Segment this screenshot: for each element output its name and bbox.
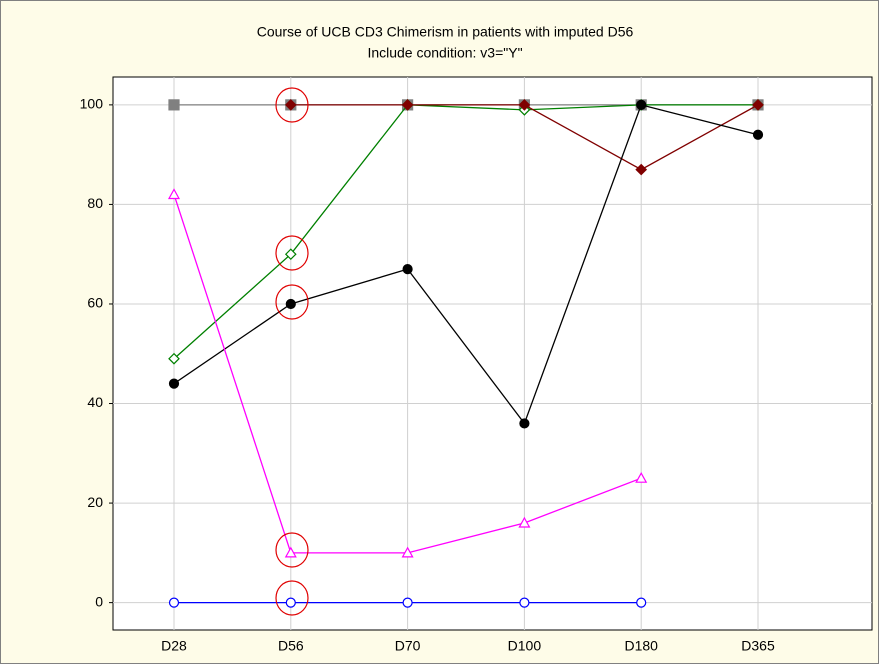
x-tick-label: D28 — [161, 638, 187, 654]
point — [167, 188, 181, 200]
y-tick-label: 60 — [87, 295, 103, 311]
point — [284, 99, 297, 111]
point — [285, 597, 296, 608]
point — [752, 129, 764, 140]
series-line — [173, 104, 758, 360]
highlight — [275, 284, 309, 320]
grid — [109, 77, 872, 630]
point — [518, 516, 531, 528]
point — [402, 264, 413, 275]
highlight — [275, 235, 309, 271]
y-tick-label: 100 — [80, 96, 104, 112]
point — [284, 248, 297, 261]
point — [635, 471, 648, 483]
point — [519, 418, 530, 429]
y-tick-label: 40 — [87, 394, 103, 410]
point — [284, 546, 297, 558]
point — [402, 597, 413, 608]
point — [401, 546, 414, 558]
x-tick-label: D180 — [624, 638, 658, 654]
chart-subtitle: Include condition: v3="Y" — [367, 45, 522, 61]
point — [636, 597, 647, 608]
x-tick-label: D100 — [508, 638, 542, 654]
highlight — [275, 580, 309, 616]
highlight — [275, 87, 309, 123]
point — [285, 298, 296, 310]
highlight — [275, 532, 309, 568]
point — [168, 378, 180, 389]
point — [518, 99, 531, 111]
plot-area — [112, 76, 873, 631]
y-tick-label: 0 — [95, 593, 103, 609]
y-tick-label: 80 — [87, 195, 103, 211]
x-tick-label: D70 — [395, 638, 421, 654]
point — [636, 99, 647, 110]
marks — [167, 99, 764, 608]
x-tick-label: D56 — [278, 638, 304, 654]
point — [752, 99, 764, 111]
point — [519, 597, 530, 608]
point — [168, 597, 180, 608]
point — [635, 163, 648, 176]
point — [401, 99, 414, 111]
x-tick-label: D365 — [741, 638, 775, 654]
point — [168, 352, 180, 365]
highlight-circles — [275, 87, 309, 616]
series-line — [173, 104, 759, 425]
y-tick-label: 20 — [87, 494, 103, 510]
point — [168, 99, 180, 111]
chart-title: Course of UCB CD3 Chimerism in patients … — [257, 24, 634, 40]
